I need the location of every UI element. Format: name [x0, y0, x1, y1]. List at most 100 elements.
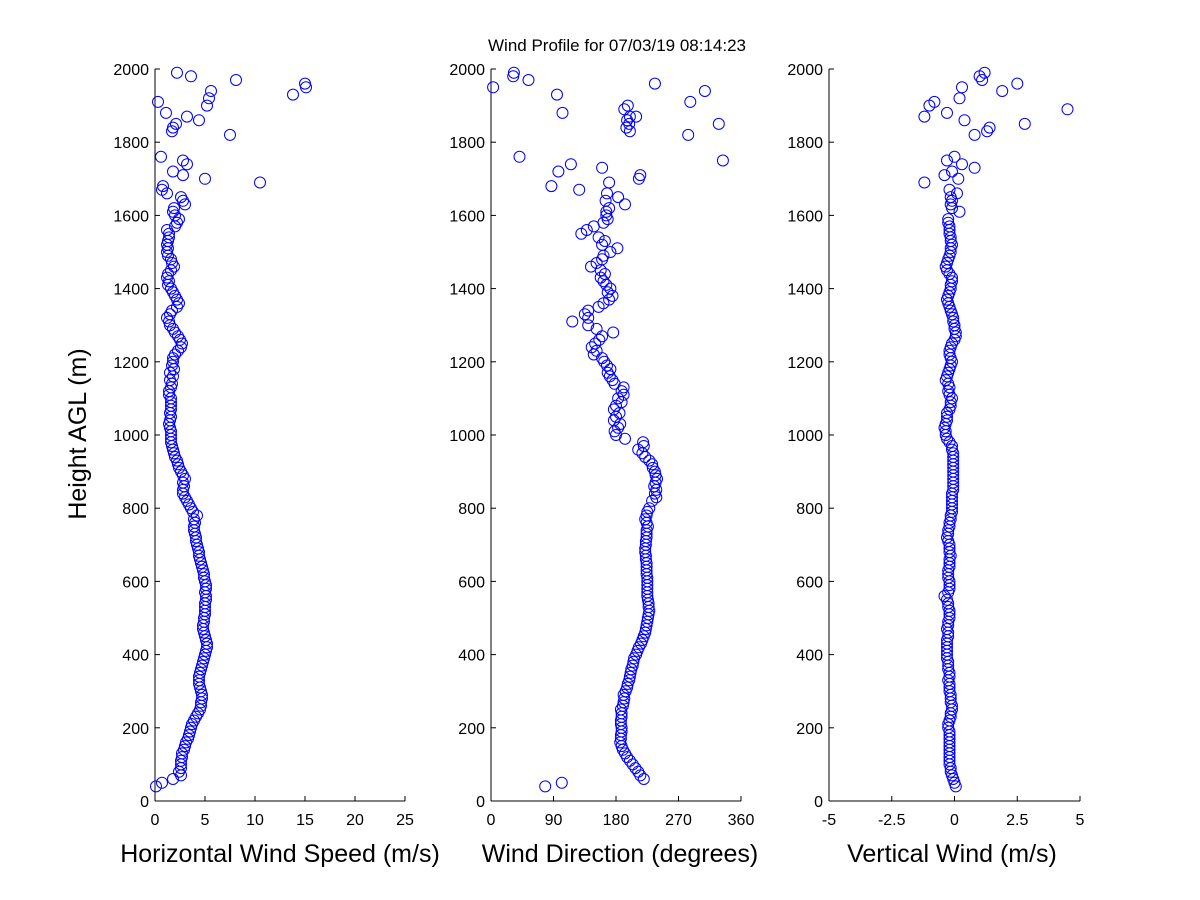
- data-point: [205, 85, 217, 97]
- data-point: [203, 92, 215, 105]
- data-point: [169, 348, 181, 361]
- y-tick-label: 1800: [449, 135, 485, 152]
- data-point: [189, 516, 201, 529]
- data-point: [649, 469, 662, 482]
- data-point: [191, 509, 203, 522]
- y-tick-label: 2000: [787, 62, 823, 79]
- data-point: [601, 286, 614, 299]
- data-point: [956, 81, 968, 94]
- data-point: [946, 392, 958, 405]
- data-point: [593, 333, 606, 346]
- data-point: [539, 780, 552, 793]
- y-tick-label: 1800: [787, 135, 823, 152]
- data-point: [585, 341, 598, 354]
- data-point: [197, 564, 209, 577]
- y-tick-label: 1600: [787, 208, 823, 225]
- x-tick-label: 90: [545, 812, 563, 829]
- data-point: [637, 440, 650, 452]
- data-point: [163, 231, 175, 244]
- x-tick-label: -5: [822, 812, 836, 829]
- data-series: [918, 66, 1074, 793]
- data-point: [626, 758, 639, 771]
- data-point: [169, 451, 181, 463]
- data-point: [603, 202, 616, 215]
- data-point: [603, 370, 616, 383]
- data-point: [918, 110, 931, 123]
- data-point: [197, 655, 209, 668]
- data-point: [165, 282, 177, 295]
- data-point: [968, 161, 981, 174]
- data-point: [196, 560, 208, 573]
- data-point: [166, 359, 178, 372]
- data-point: [611, 242, 624, 255]
- data-point: [942, 213, 955, 226]
- x-tick-label: 20: [346, 812, 364, 829]
- data-point: [643, 502, 656, 515]
- data-point: [942, 377, 955, 390]
- data-point: [941, 410, 953, 423]
- panel-1: 0 200 400 600 800 1000 1200 1400 1600 1800 2000 0 5 1…: [113, 62, 439, 868]
- data-series: [150, 66, 312, 793]
- x-tick-label: 0: [950, 812, 959, 829]
- data-point: [948, 150, 961, 163]
- data-point: [958, 114, 971, 127]
- y-tick-label: 200: [796, 721, 823, 738]
- data-point: [619, 747, 631, 760]
- data-point: [178, 743, 190, 756]
- data-point: [196, 659, 208, 672]
- data-point: [601, 366, 614, 379]
- data-point: [192, 542, 204, 555]
- y-tick-label: 400: [122, 648, 149, 665]
- data-point: [171, 66, 183, 79]
- data-point: [592, 231, 605, 244]
- data-point: [513, 150, 526, 163]
- data-point: [643, 454, 656, 467]
- data-point: [198, 652, 210, 665]
- data-point: [582, 304, 595, 317]
- data-point: [176, 751, 188, 764]
- data-point: [177, 169, 189, 182]
- data-point: [254, 176, 266, 189]
- data-point: [160, 106, 172, 119]
- data-point: [177, 154, 189, 167]
- data-point: [996, 85, 1009, 97]
- data-point: [184, 725, 196, 738]
- data-point: [545, 180, 558, 193]
- data-point: [596, 330, 609, 343]
- data-point: [1018, 117, 1031, 130]
- data-point: [592, 300, 605, 313]
- data-point: [555, 776, 568, 789]
- data-point: [630, 110, 643, 123]
- data-point: [1061, 103, 1074, 116]
- data-point: [941, 106, 953, 119]
- x-tick-label: 0: [487, 812, 496, 829]
- data-point: [507, 66, 520, 79]
- data-point: [942, 601, 955, 613]
- x-axis-label: Vertical Wind (m/s): [847, 840, 1057, 868]
- data-point: [155, 150, 167, 163]
- data-point: [946, 275, 958, 288]
- data-point: [607, 326, 620, 339]
- x-axis-label: Horizontal Wind Speed (m/s): [120, 840, 440, 868]
- x-tick-label: -2.5: [878, 812, 906, 829]
- data-point: [161, 224, 173, 236]
- x-tick-label: 25: [396, 812, 414, 829]
- data-point: [646, 494, 659, 507]
- x-tick-label: 180: [603, 812, 630, 829]
- y-tick-label: 1600: [449, 208, 485, 225]
- data-point: [942, 721, 955, 734]
- data-point: [598, 268, 611, 280]
- data-point: [161, 311, 173, 324]
- data-point: [594, 271, 607, 284]
- y-tick-label: 800: [458, 501, 485, 518]
- y-tick-label: 1000: [113, 428, 149, 445]
- data-point: [698, 85, 711, 97]
- data-point: [181, 110, 193, 123]
- data-point: [597, 216, 610, 229]
- data-point: [632, 765, 645, 778]
- data-point: [928, 95, 941, 108]
- data-point: [952, 172, 965, 185]
